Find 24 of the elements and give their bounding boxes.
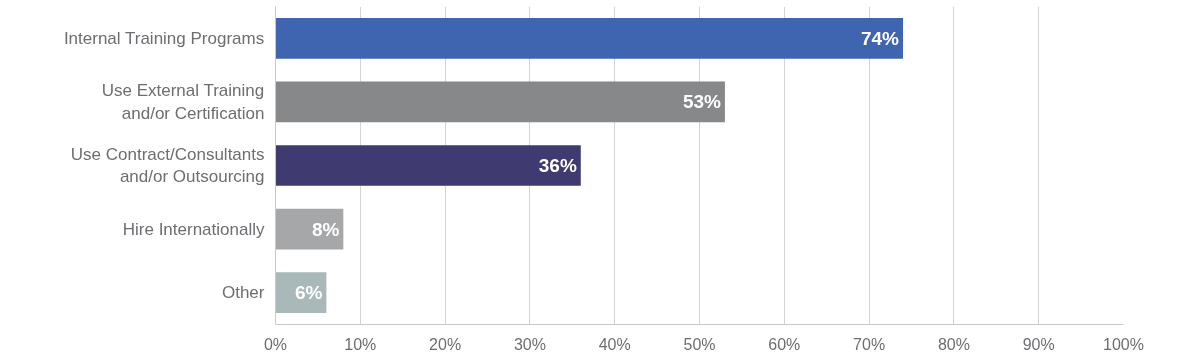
data-label: 74% — [860, 27, 900, 49]
x-tick-label: 80% — [937, 335, 970, 353]
x-tick-label: 100% — [1103, 335, 1144, 353]
x-tick-label: 70% — [853, 335, 886, 353]
data-label: 36% — [538, 155, 577, 176]
bar — [275, 145, 581, 186]
y-tick-label: Use Contract/Consultants and/or Outsourcing — [70, 144, 265, 187]
x-tick-label: 0% — [263, 335, 288, 353]
bar — [275, 81, 725, 123]
data-label: 6% — [294, 282, 323, 304]
x-tick-label: 60% — [768, 335, 801, 353]
x-tick-label: 20% — [429, 335, 462, 353]
y-tick-label: Hire Internationally — [122, 219, 265, 239]
x-tick-label: 90% — [1022, 335, 1055, 353]
x-tick-label: 30% — [513, 335, 546, 353]
data-label: 53% — [682, 91, 722, 113]
x-tick-label: 10% — [344, 335, 377, 353]
bar — [275, 17, 904, 59]
y-tick-label: Use External Training and/or Certification — [101, 81, 265, 123]
data-label: 8% — [311, 218, 340, 240]
y-tick-label: Other — [221, 283, 265, 303]
x-tick-label: 40% — [598, 335, 631, 353]
x-tick-label: 50% — [683, 335, 716, 353]
y-tick-label: Internal Training Programs — [63, 28, 265, 48]
